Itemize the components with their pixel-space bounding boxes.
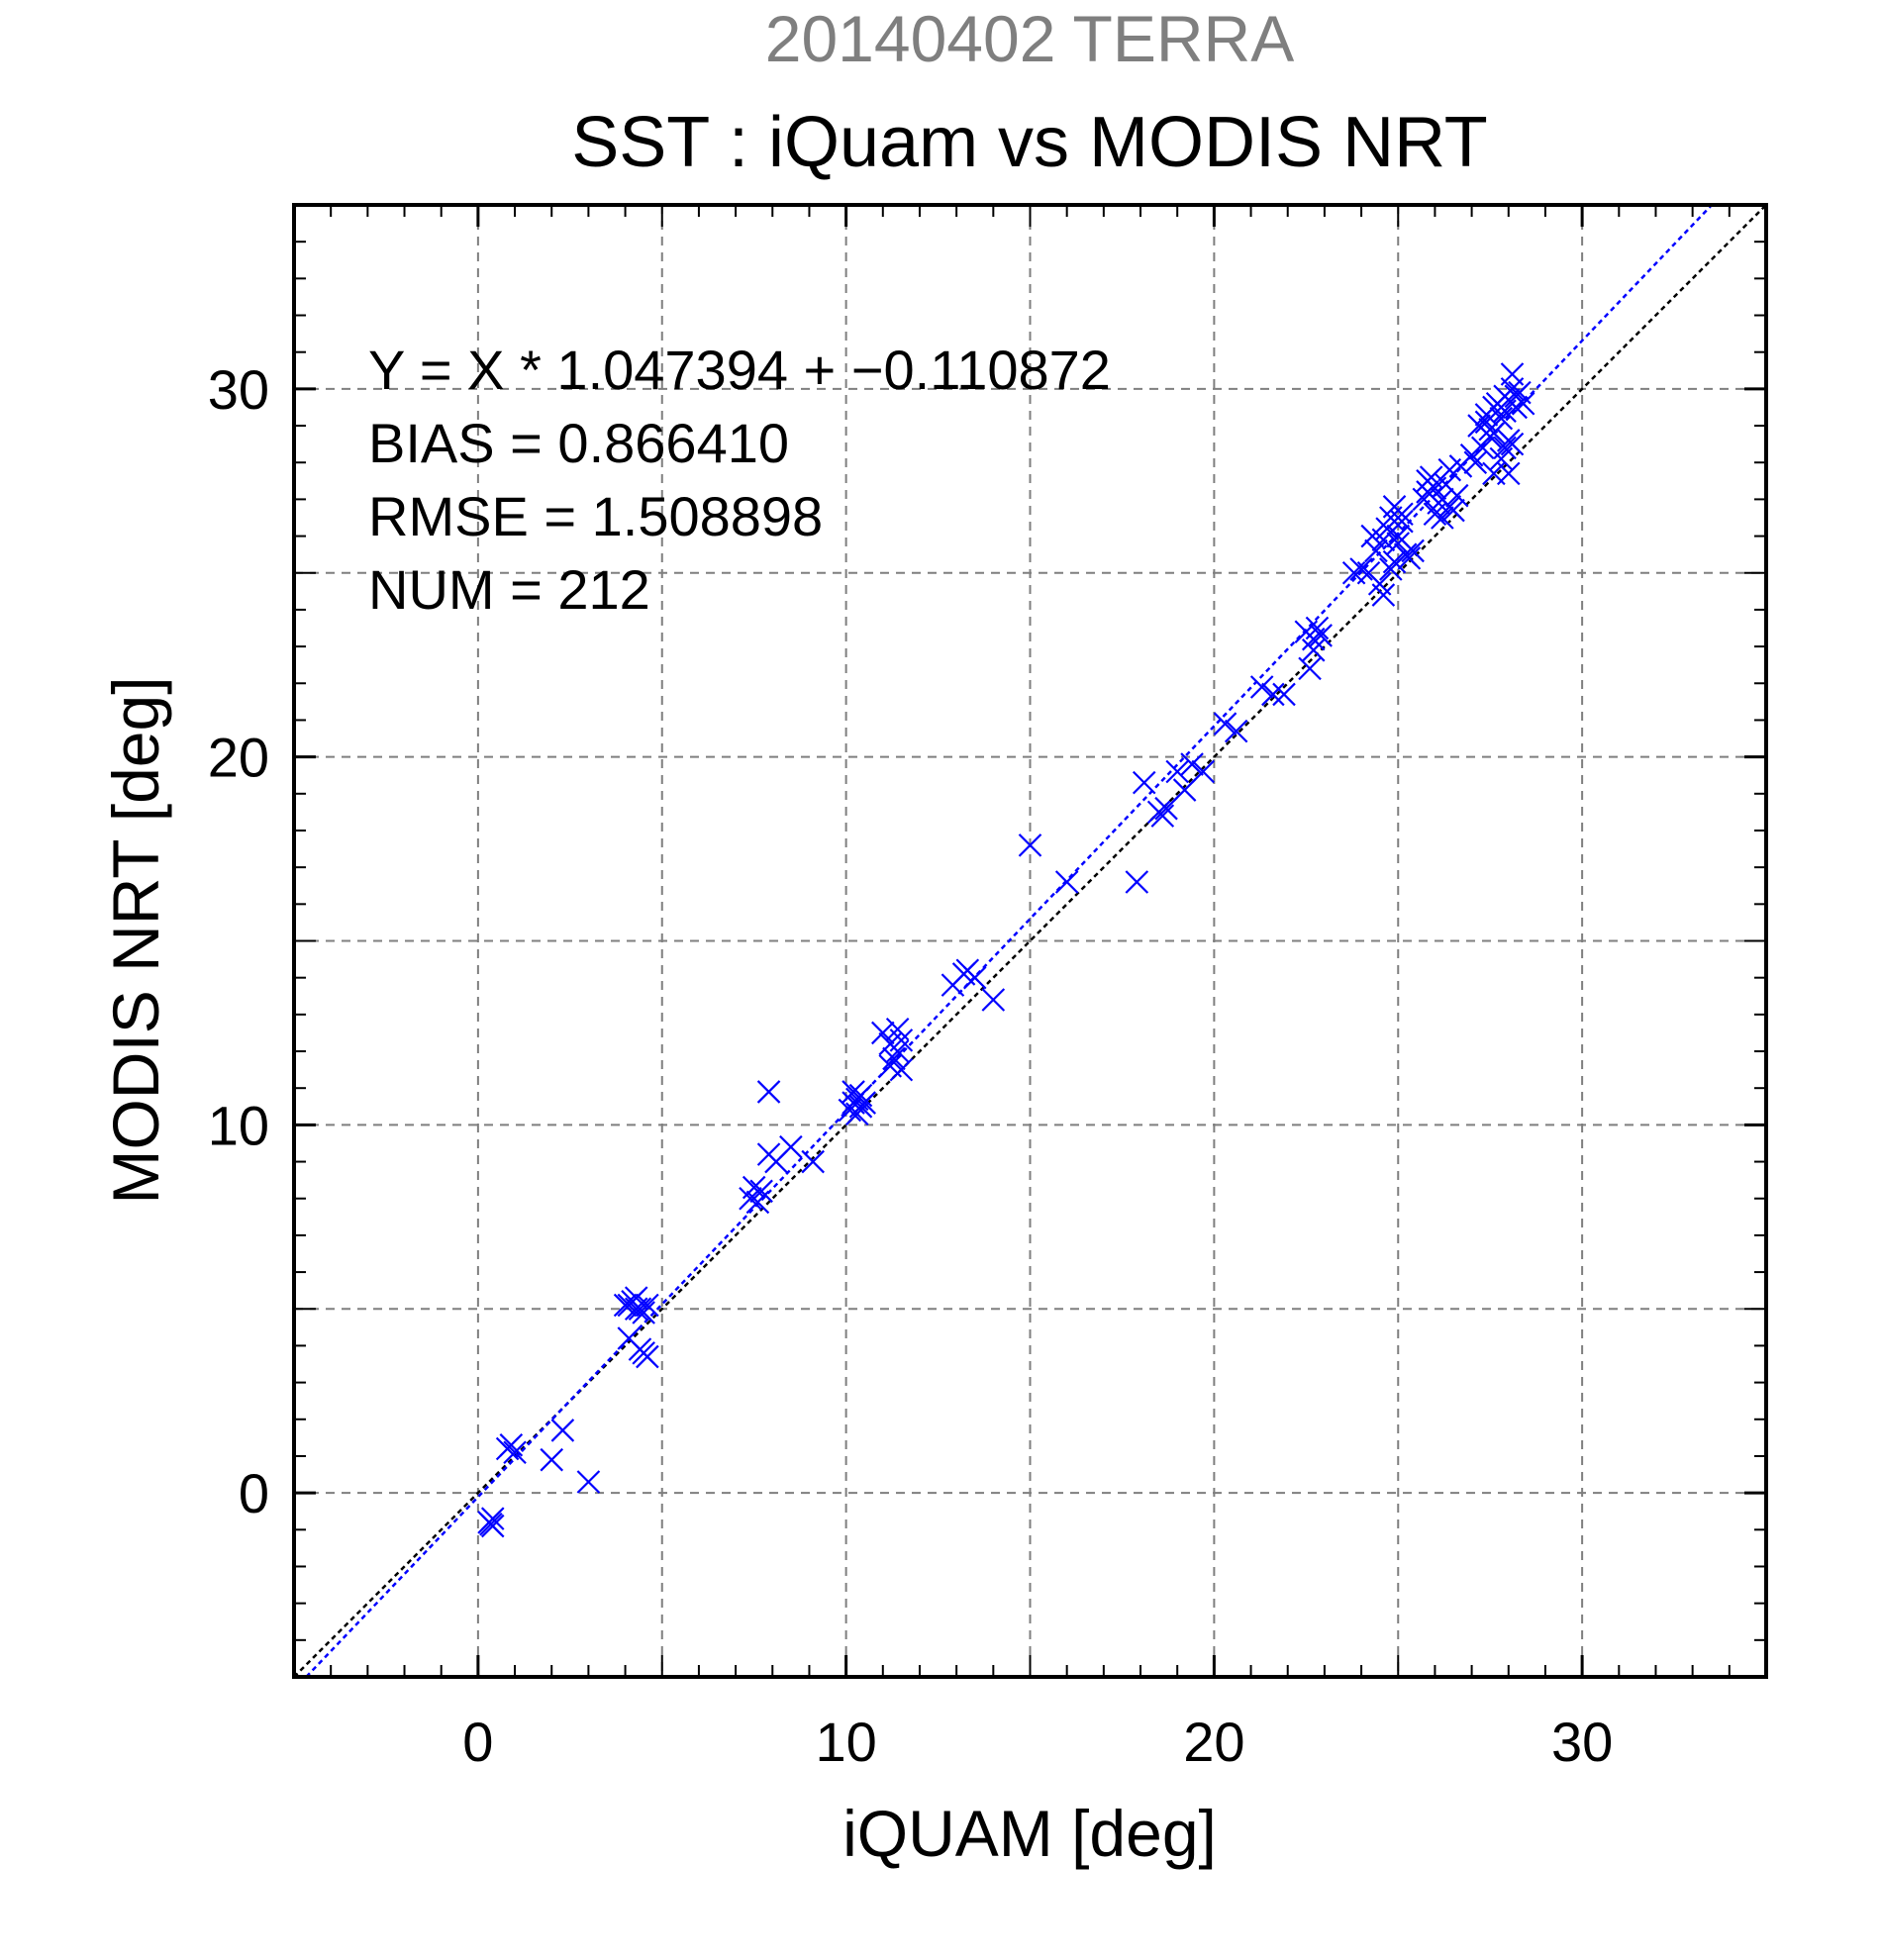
y-tick-label: 10 — [208, 1094, 269, 1156]
data-point — [1371, 583, 1396, 607]
data-point — [1489, 406, 1514, 431]
data-point — [871, 1021, 895, 1045]
data-point — [540, 1447, 564, 1472]
data-point — [1180, 752, 1204, 776]
data-point — [499, 1433, 524, 1457]
data-point — [1467, 414, 1491, 438]
data-point — [1298, 656, 1322, 681]
data-point — [1397, 546, 1422, 570]
data-point — [479, 1512, 503, 1536]
data-point — [632, 1301, 655, 1324]
data-point — [576, 1470, 601, 1494]
data-point — [1482, 421, 1506, 445]
data-point — [1349, 557, 1373, 581]
plot-frame — [292, 203, 1768, 1679]
data-point — [1390, 509, 1414, 534]
data-point — [1504, 384, 1528, 409]
x-tick-label: 0 — [462, 1711, 493, 1773]
data-point — [889, 1029, 914, 1052]
data-point — [1224, 719, 1248, 743]
grid-lines — [294, 205, 1766, 1677]
data-point — [624, 1297, 648, 1322]
data-point — [1379, 557, 1403, 581]
data-point — [844, 1087, 869, 1112]
data-point — [1213, 712, 1238, 735]
bias-value: BIAS = 0.866410 — [368, 412, 789, 474]
data-point — [779, 1134, 803, 1159]
data-point — [1470, 436, 1495, 460]
data-point — [756, 1080, 781, 1104]
data-points — [477, 362, 1535, 1538]
x-tick-label: 20 — [1183, 1711, 1244, 1773]
data-point — [882, 1046, 906, 1071]
data-point — [1431, 506, 1454, 530]
data-point — [955, 958, 980, 983]
data-point — [1249, 675, 1274, 699]
data-point — [1401, 539, 1425, 563]
data-point — [480, 1507, 505, 1530]
data-point — [1172, 778, 1197, 802]
data-point — [1125, 870, 1149, 894]
data-point — [550, 1419, 575, 1442]
data-point — [1423, 502, 1447, 527]
data-point — [1054, 870, 1079, 894]
data-point — [1496, 461, 1521, 486]
data-point — [1441, 498, 1465, 523]
y-tick-labels: 0 10 20 30 — [208, 358, 269, 1524]
y-tick-label: 30 — [208, 358, 269, 421]
data-point — [749, 1179, 773, 1204]
data-point — [801, 1149, 825, 1174]
chart-title: SST : iQuam vs MODIS NRT — [571, 103, 1488, 182]
data-point — [848, 1095, 873, 1119]
data-point — [1301, 638, 1326, 662]
data-point — [1261, 682, 1285, 707]
data-point — [1382, 549, 1407, 574]
data-point — [1444, 483, 1469, 508]
data-point — [1459, 443, 1484, 467]
data-point — [1272, 682, 1296, 707]
y-tick-label: 20 — [208, 727, 269, 789]
data-point — [503, 1440, 527, 1465]
x-axis-label: iQUAM [deg] — [842, 1797, 1217, 1870]
chart-subtitle: 20140402 TERRA — [765, 2, 1294, 75]
data-point — [1309, 624, 1333, 647]
num-value: NUM = 212 — [368, 558, 650, 621]
data-point — [636, 1344, 659, 1369]
data-point — [1500, 432, 1525, 456]
data-point — [742, 1175, 766, 1200]
data-point — [1474, 410, 1499, 435]
data-point — [1018, 833, 1042, 857]
y-axis-label: MODIS NRT [deg] — [99, 676, 172, 1204]
data-point — [1150, 804, 1175, 828]
data-point — [1305, 616, 1330, 640]
data-point — [1364, 539, 1388, 563]
data-point — [617, 1293, 642, 1318]
data-point — [981, 988, 1006, 1012]
x-tick-labels: 0 10 20 30 — [462, 1711, 1613, 1773]
data-point — [1165, 759, 1189, 784]
data-point — [1500, 362, 1525, 386]
stats-box: Y = X * 1.047394 + −0.110872 BIAS = 0.86… — [368, 339, 1111, 621]
data-point — [1382, 495, 1407, 519]
x-tick-label: 10 — [815, 1711, 876, 1773]
data-point — [1154, 796, 1178, 821]
data-point — [1416, 469, 1439, 493]
data-point — [1191, 759, 1216, 784]
data-point — [1386, 532, 1411, 555]
data-point — [1493, 399, 1517, 423]
data-point — [878, 1054, 903, 1078]
y-tick-label: 0 — [239, 1462, 269, 1524]
rmse-value: RMSE = 1.508898 — [368, 485, 823, 547]
data-point — [1493, 436, 1517, 460]
fit-equation: Y = X * 1.047394 + −0.110872 — [368, 339, 1111, 401]
data-point — [842, 1080, 865, 1104]
data-point — [1132, 770, 1156, 795]
x-tick-label: 30 — [1551, 1711, 1613, 1773]
data-point — [1463, 450, 1488, 475]
